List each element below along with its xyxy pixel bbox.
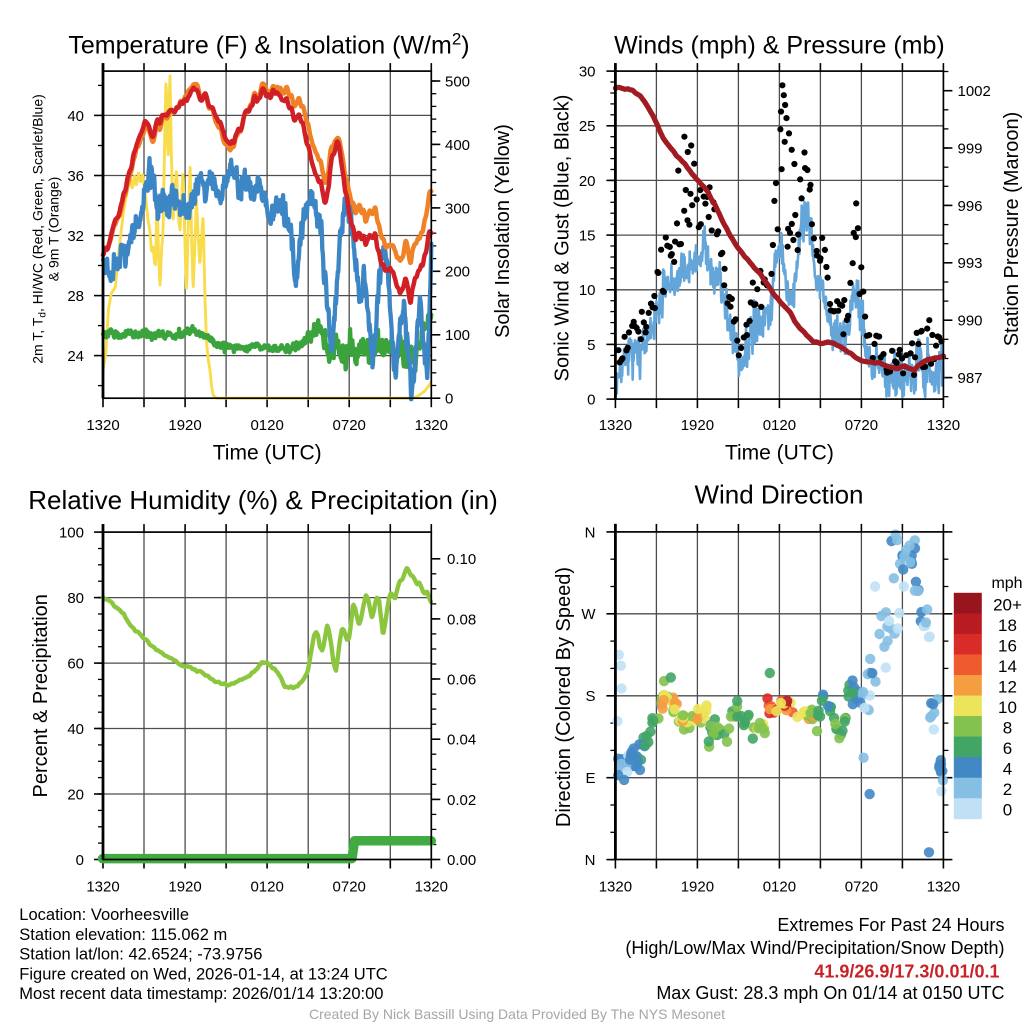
svg-text:0120: 0120 xyxy=(250,878,283,895)
svg-text:993: 993 xyxy=(958,255,983,272)
svg-text:Solar Insolation (Yellow): Solar Insolation (Yellow) xyxy=(492,124,514,338)
svg-text:987: 987 xyxy=(958,370,983,387)
svg-text:14: 14 xyxy=(998,657,1017,676)
svg-text:0.00: 0.00 xyxy=(447,852,476,869)
svg-text:Station Pressure (Maroon): Station Pressure (Maroon) xyxy=(1001,112,1023,347)
svg-text:0: 0 xyxy=(1003,801,1012,820)
svg-text:1320: 1320 xyxy=(599,417,632,434)
svg-text:200: 200 xyxy=(445,264,470,281)
svg-text:1320: 1320 xyxy=(415,878,448,895)
svg-text:1320: 1320 xyxy=(927,417,960,434)
svg-text:0720: 0720 xyxy=(845,878,878,895)
svg-text:0.02: 0.02 xyxy=(447,792,476,809)
svg-text:N: N xyxy=(585,524,596,541)
svg-text:0720: 0720 xyxy=(333,878,366,895)
svg-text:0: 0 xyxy=(587,392,595,409)
svg-text:& 9m T (Orange): & 9m T (Orange) xyxy=(46,177,62,282)
svg-text:1320: 1320 xyxy=(86,878,119,895)
svg-text:Extremes For Past 24 Hours: Extremes For Past 24 Hours xyxy=(777,915,1004,935)
svg-text:0.06: 0.06 xyxy=(447,671,476,688)
svg-text:1320: 1320 xyxy=(927,878,960,895)
svg-text:2m T, Td, HI/WC (Red, Green, S: 2m T, Td, HI/WC (Red, Green, Scarlet/Blu… xyxy=(30,94,49,364)
svg-text:mph: mph xyxy=(991,575,1022,592)
svg-text:20: 20 xyxy=(67,786,84,803)
svg-text:Max Gust: 28.3 mph On 01/14 at: Max Gust: 28.3 mph On 01/14 at 0150 UTC xyxy=(656,983,1004,1003)
svg-text:E: E xyxy=(585,770,595,787)
svg-text:1320: 1320 xyxy=(415,417,448,434)
svg-text:24: 24 xyxy=(67,348,84,365)
svg-text:Relative Humidity (%) & Precip: Relative Humidity (%) & Precipitation (i… xyxy=(28,485,498,515)
svg-text:Direction (Colored By Speed): Direction (Colored By Speed) xyxy=(553,567,575,827)
svg-text:Winds (mph) & Pressure (mb): Winds (mph) & Pressure (mb) xyxy=(614,31,945,59)
svg-text:0120: 0120 xyxy=(763,878,796,895)
svg-text:1002: 1002 xyxy=(958,83,991,100)
svg-text:0: 0 xyxy=(76,852,84,869)
svg-text:32: 32 xyxy=(67,228,84,245)
svg-text:999: 999 xyxy=(958,140,983,157)
svg-text:0120: 0120 xyxy=(250,417,283,434)
svg-text:0.04: 0.04 xyxy=(447,732,476,749)
svg-text:W: W xyxy=(581,606,596,623)
svg-text:Figure created on Wed, 2026-01: Figure created on Wed, 2026-01-14, at 13… xyxy=(19,965,387,983)
svg-text:1320: 1320 xyxy=(599,878,632,895)
svg-text:Sonic Wind & Gust (Blue, Black: Sonic Wind & Gust (Blue, Black) xyxy=(552,95,574,382)
svg-text:6: 6 xyxy=(1003,739,1012,758)
svg-text:Station lat/lon: 42.6524; -73.: Station lat/lon: 42.6524; -73.9756 xyxy=(19,946,262,964)
svg-text:36: 36 xyxy=(67,168,84,185)
svg-text:4: 4 xyxy=(1003,760,1012,779)
svg-text:2: 2 xyxy=(1003,780,1012,799)
svg-text:0720: 0720 xyxy=(845,417,878,434)
svg-text:996: 996 xyxy=(958,198,983,215)
svg-text:1920: 1920 xyxy=(168,878,201,895)
svg-text:20: 20 xyxy=(579,173,596,190)
svg-text:1320: 1320 xyxy=(86,417,119,434)
svg-text:80: 80 xyxy=(67,590,84,607)
svg-text:N: N xyxy=(585,852,596,869)
svg-text:500: 500 xyxy=(445,73,470,90)
svg-text:40: 40 xyxy=(67,108,84,125)
svg-text:8: 8 xyxy=(1003,719,1012,738)
svg-text:1920: 1920 xyxy=(681,878,714,895)
svg-text:15: 15 xyxy=(579,228,596,245)
svg-text:0.08: 0.08 xyxy=(447,611,476,628)
svg-text:Most recent data timestamp: 20: Most recent data timestamp: 2026/01/14 1… xyxy=(19,985,383,1003)
svg-text:20+: 20+ xyxy=(993,595,1022,614)
svg-text:Station elevation: 115.062 m: Station elevation: 115.062 m xyxy=(19,926,227,944)
svg-text:100: 100 xyxy=(59,525,84,542)
svg-text:25: 25 xyxy=(579,118,596,135)
svg-text:28: 28 xyxy=(67,288,84,305)
svg-text:0120: 0120 xyxy=(763,417,796,434)
svg-text:Wind Direction: Wind Direction xyxy=(694,480,863,510)
svg-text:Time (UTC): Time (UTC) xyxy=(725,441,834,464)
svg-text:990: 990 xyxy=(958,313,983,330)
svg-text:30: 30 xyxy=(579,64,596,81)
svg-text:60: 60 xyxy=(67,655,84,672)
svg-text:0.10: 0.10 xyxy=(447,551,476,568)
svg-text:(High/Low/Max Wind/Precipitati: (High/Low/Max Wind/Precipitation/Snow De… xyxy=(625,938,1004,958)
svg-text:100: 100 xyxy=(445,327,470,344)
svg-text:18: 18 xyxy=(998,616,1017,635)
svg-text:0720: 0720 xyxy=(333,417,366,434)
svg-text:16: 16 xyxy=(998,636,1017,655)
svg-text:Time (UTC): Time (UTC) xyxy=(213,441,322,464)
svg-text:400: 400 xyxy=(445,137,470,154)
svg-text:5: 5 xyxy=(587,337,595,354)
svg-text:S: S xyxy=(585,688,595,705)
svg-text:10: 10 xyxy=(579,282,596,299)
svg-text:1920: 1920 xyxy=(681,417,714,434)
svg-text:300: 300 xyxy=(445,200,470,217)
svg-text:Temperature (F) & Insolation (: Temperature (F) & Insolation (W/m2) xyxy=(68,29,469,59)
svg-text:40: 40 xyxy=(67,721,84,738)
svg-text:1920: 1920 xyxy=(168,417,201,434)
svg-text:Created By Nick Bassill Using: Created By Nick Bassill Using Data Provi… xyxy=(309,1006,725,1022)
svg-text:10: 10 xyxy=(998,698,1017,717)
svg-text:41.9/26.9/17.3/0.01/0.1: 41.9/26.9/17.3/0.01/0.1 xyxy=(814,962,999,982)
svg-text:Percent & Precipitation: Percent & Precipitation xyxy=(30,594,52,797)
svg-text:Location: Voorheesville: Location: Voorheesville xyxy=(19,906,189,924)
svg-text:12: 12 xyxy=(998,678,1017,697)
svg-text:0: 0 xyxy=(445,391,453,408)
